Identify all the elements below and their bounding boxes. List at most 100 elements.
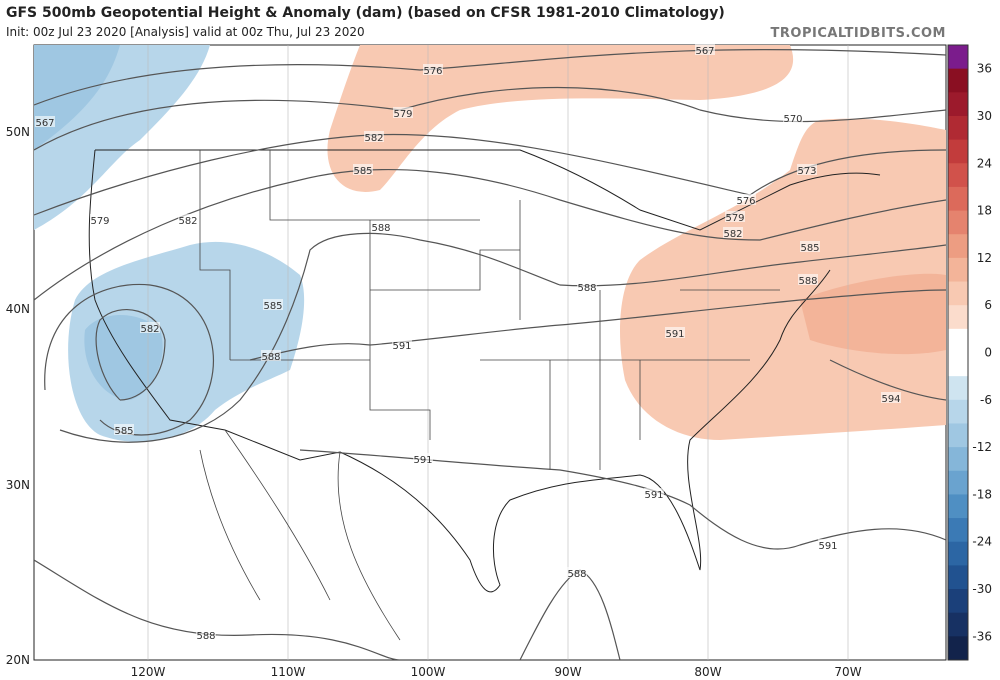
colorbar-label: 36: [977, 62, 992, 76]
contour-label-bg: [364, 131, 384, 142]
colorbar-swatch: [948, 234, 968, 259]
colorbar-label: -6: [980, 393, 992, 407]
colorbar-label: 18: [977, 204, 992, 218]
lat-label: 30N: [6, 478, 30, 492]
contour-label-bg: [261, 350, 281, 361]
contour-label-bg: [797, 164, 817, 175]
colorbar-swatch: [948, 139, 968, 164]
contour-label-bg: [736, 194, 756, 205]
colorbar-swatch: [948, 589, 968, 614]
colorbar-swatch: [948, 210, 968, 235]
colorbar-swatch: [948, 328, 968, 353]
contour-label: 591: [665, 329, 684, 340]
contour-label-bg: [577, 281, 597, 292]
contour-label-bg: [723, 227, 743, 238]
contour-label-bg: [263, 299, 283, 310]
colorbar: 36 30 24 18 12 6 0 -6 -12 -18 -24 -30 -36: [947, 44, 992, 661]
contour-label: 579: [725, 213, 744, 224]
contour-label-bg: [114, 424, 134, 435]
colorbar-label: -18: [972, 487, 992, 501]
colorbar-swatch: [948, 257, 968, 283]
contour-label: 588: [567, 569, 586, 580]
contour-label: 585: [800, 243, 819, 254]
colorbar-swatch: [948, 565, 968, 590]
contour-label-bg: [140, 322, 160, 333]
contour-label-bg: [881, 392, 901, 403]
contour-label-bg: [371, 221, 391, 232]
colorbar-label: -12: [972, 440, 992, 454]
contour-label: 570: [783, 114, 802, 125]
contour-label-bg: [423, 64, 443, 75]
lon-label: 80W: [694, 665, 721, 679]
colorbar-frame: [947, 44, 969, 661]
contour-label-bg: [665, 327, 685, 338]
colorbar-label: 24: [977, 156, 992, 170]
lon-label: 110W: [271, 665, 306, 679]
colorbar-label: 12: [977, 251, 992, 265]
lon-label: 100W: [411, 665, 446, 679]
contour-label: 585: [353, 166, 372, 177]
colorbar-swatch: [948, 399, 968, 424]
lon-label: 120W: [131, 665, 166, 679]
map-layers: [34, 45, 946, 660]
colorbar-swatch: [948, 423, 968, 448]
colorbar-swatch: [948, 447, 968, 472]
contour-label: 582: [140, 324, 159, 335]
contour-label-bg: [392, 339, 412, 350]
contour-label-bg: [725, 211, 745, 222]
contour-label-bg: [393, 107, 413, 118]
colorbar-swatch: [948, 518, 968, 543]
contour-label: 588: [577, 283, 596, 294]
contour-label: 567: [35, 118, 54, 129]
lat-label: 20N: [6, 653, 30, 667]
anomaly-positive: [327, 45, 794, 192]
contour-label-bg: [567, 567, 587, 578]
contour-label: 582: [364, 133, 383, 144]
contour-label: 576: [423, 66, 442, 77]
contour-label: 576: [736, 196, 755, 207]
title: GFS 500mb Geopotential Height & Anomaly …: [6, 5, 725, 21]
contour-label-bg: [413, 453, 433, 464]
brand: TROPICALTIDBITS.COM: [771, 26, 946, 41]
colorbar-label: -30: [972, 582, 992, 596]
contour-label: 588: [798, 276, 817, 287]
contour-label-bg: [644, 488, 664, 499]
lat-label: 50N: [6, 125, 30, 139]
colorbar-swatch: [948, 305, 968, 330]
contour-label-bg: [818, 539, 838, 550]
lon-label: 90W: [554, 665, 581, 679]
anomaly-negative: [34, 45, 120, 150]
colorbar-swatch: [948, 92, 968, 117]
contour-label: 582: [178, 216, 197, 227]
contour-label-bg: [695, 44, 715, 55]
colorbar-swatch: [948, 636, 968, 661]
contour-label: 591: [818, 541, 837, 552]
contour-label: 591: [392, 341, 411, 352]
colorbar-swatch: [948, 470, 968, 495]
colorbar-label: 6: [984, 298, 992, 312]
contour-label: 585: [114, 426, 133, 437]
contour-label-bg: [35, 116, 55, 127]
contour-label-bg: [798, 274, 818, 285]
contour-label-bg: [178, 214, 198, 225]
lat-label: 40N: [6, 302, 30, 316]
colorbar-swatch: [948, 376, 968, 401]
colorbar-swatch: [948, 186, 968, 212]
contour-label-bg: [800, 241, 820, 252]
colorbar-swatch: [948, 68, 968, 93]
contour-label: 579: [393, 109, 412, 120]
colorbar-swatch: [948, 541, 968, 566]
contour-label: 591: [644, 490, 663, 501]
contour-label: 594: [881, 394, 900, 405]
contour-label: 585: [263, 301, 282, 312]
colorbar-swatch: [948, 352, 968, 377]
subtitle: Init: 00z Jul 23 2020 [Analysis] valid a…: [6, 25, 365, 39]
contour-label: 573: [797, 166, 816, 177]
colorbar-swatch: [948, 281, 968, 306]
colorbar-swatch: [948, 45, 968, 70]
colorbar-label: 0: [984, 346, 992, 360]
graticule: [147, 45, 849, 660]
lon-label: 70W: [834, 665, 861, 679]
colorbar-swatch: [948, 494, 968, 519]
